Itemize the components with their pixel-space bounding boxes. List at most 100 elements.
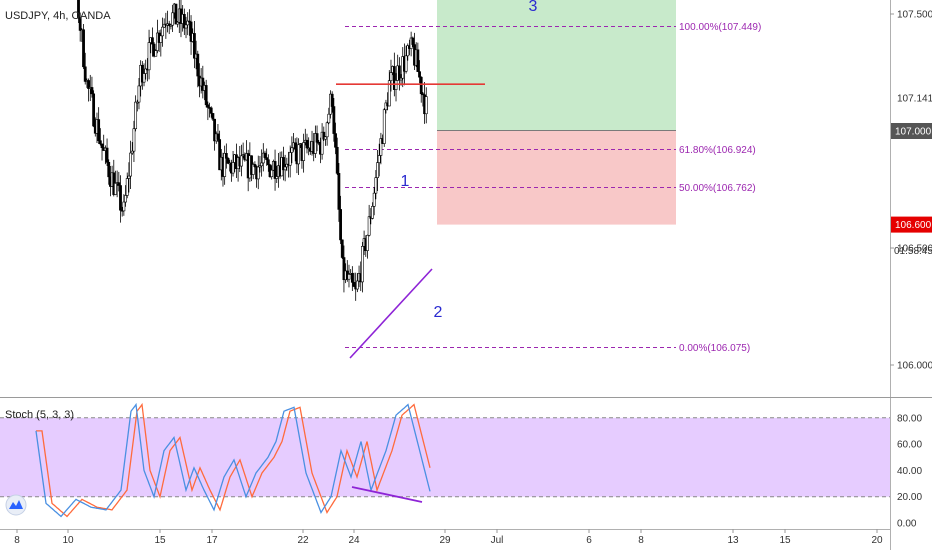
time-tick-label: 22 <box>297 535 309 546</box>
fibonacci-retracement[interactable]: 161.80%(108.298)100.00%(107.449)61.80%(1… <box>345 0 761 354</box>
candle-body <box>320 131 324 155</box>
long-position-tool[interactable] <box>437 0 676 225</box>
candle-body <box>204 85 208 106</box>
target-zone[interactable] <box>437 0 676 132</box>
candle-body <box>263 152 267 158</box>
candle-body <box>421 93 425 96</box>
price-tick-label: 107.500 <box>897 10 932 21</box>
candle-body <box>135 101 139 104</box>
candle-body <box>399 77 403 81</box>
candle-body <box>129 152 132 177</box>
stop-zone[interactable] <box>437 131 676 225</box>
candle-body <box>282 157 285 171</box>
candle-body <box>372 192 376 207</box>
candle-body <box>418 71 421 78</box>
trend-line[interactable] <box>349 268 433 359</box>
candle-body <box>335 146 339 174</box>
candle-body <box>404 55 408 72</box>
candle-body <box>251 164 255 175</box>
candle-body <box>174 3 178 25</box>
stochastic-pane[interactable]: Stoch (5, 3, 3) 80.00 60.00 40.00 20.00 0.00 <box>0 402 922 530</box>
candle-body <box>107 162 111 178</box>
logo-icon <box>9 500 23 509</box>
candle-body <box>201 77 205 91</box>
candle-body <box>377 155 381 163</box>
time-tick-label: 20 <box>871 535 883 546</box>
stoch-tick-label: 20.00 <box>897 492 922 503</box>
candle-body <box>270 169 274 178</box>
candle-body <box>367 216 371 236</box>
candle-body <box>167 23 171 26</box>
stoch-tick-label: 0.00 <box>897 519 917 530</box>
candle-body <box>211 113 215 120</box>
wave-label-1: 1 <box>401 173 410 190</box>
candle-body <box>384 102 388 111</box>
candle-body <box>376 162 379 178</box>
candle-body <box>176 21 180 25</box>
time-tick-label: 13 <box>727 535 739 546</box>
candle-body <box>134 101 138 130</box>
price-badge <box>891 123 932 139</box>
stoch-k-line <box>35 402 431 518</box>
time-tick-label: 29 <box>439 535 451 546</box>
candle-body <box>419 76 423 95</box>
divergence-line[interactable] <box>351 486 423 503</box>
candle-body <box>213 118 216 142</box>
candle-body <box>290 147 294 153</box>
price-axis[interactable]: 109.000108.500108.000107.500106.500106.0… <box>890 0 932 372</box>
price-tick-label: 106.000 <box>897 361 932 372</box>
candle-body <box>127 175 131 179</box>
symbol-title[interactable]: USDJPY, 4h, OANDA <box>5 10 111 22</box>
candle-body <box>273 161 277 179</box>
candle-body <box>97 119 101 141</box>
candle-body <box>258 165 262 168</box>
candle-body <box>206 104 210 108</box>
time-tick-label: 10 <box>62 535 74 546</box>
candle-body <box>77 0 80 19</box>
candle-body <box>379 138 383 156</box>
candle-body <box>223 153 227 177</box>
candle-body <box>260 162 264 167</box>
candle-body <box>231 162 235 174</box>
candle-body <box>144 68 148 74</box>
wave-label-2: 2 <box>434 304 443 321</box>
candle-body <box>82 29 85 68</box>
candle-body <box>100 143 104 148</box>
candle-body <box>226 158 230 164</box>
candle-body <box>122 201 126 212</box>
candle-body <box>342 257 346 281</box>
candle-body <box>87 80 90 89</box>
stoch-label[interactable]: Stoch (5, 3, 3) <box>5 409 74 421</box>
candle-body <box>117 182 121 186</box>
candle-body <box>216 133 220 140</box>
time-tick-label: 8 <box>14 535 20 546</box>
time-tick-label: 17 <box>206 535 218 546</box>
time-tick-label: 15 <box>779 535 791 546</box>
current-price-label: 107.141 <box>897 94 932 105</box>
fib-label: 0.00%(106.075) <box>679 343 750 354</box>
candle-body <box>285 163 289 168</box>
candle-body <box>302 142 306 161</box>
candle-body <box>193 33 196 59</box>
candle-body <box>130 150 134 154</box>
candle-body <box>293 142 297 150</box>
chart-logo[interactable] <box>5 494 27 516</box>
candle-body <box>325 122 329 138</box>
candle-body <box>256 166 260 180</box>
candle-body <box>137 85 141 103</box>
time-tick-label: 8 <box>638 535 644 546</box>
candle-body <box>416 49 420 72</box>
candle-body <box>92 93 96 127</box>
candle-body <box>350 273 354 283</box>
countdown-timer: 01:58:45 <box>894 246 932 257</box>
time-axis[interactable]: 8 10 15 17 22 24 29 Jul 6 8 13 15 20 <box>14 529 883 546</box>
candle-body <box>275 176 279 179</box>
fib-label: 100.00%(107.449) <box>679 22 761 33</box>
time-tick-label: 24 <box>348 535 360 546</box>
candle-body <box>253 164 257 167</box>
candle-body <box>184 24 188 29</box>
candle-body <box>162 23 166 28</box>
candle-body <box>340 239 344 258</box>
